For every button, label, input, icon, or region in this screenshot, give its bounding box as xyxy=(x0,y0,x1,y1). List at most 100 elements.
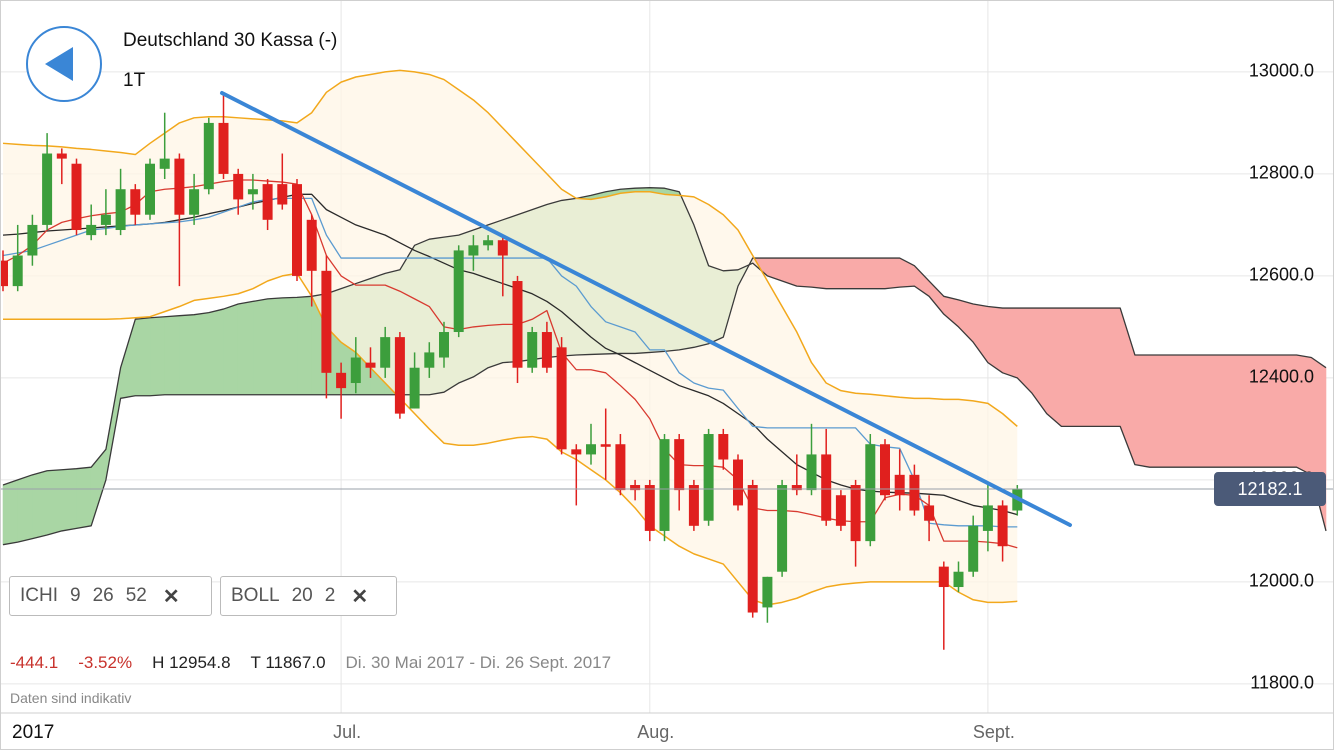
cloud-segment xyxy=(164,315,180,396)
candle-body xyxy=(380,337,391,368)
cloud-segment xyxy=(208,308,224,396)
indicator-param: 20 xyxy=(291,585,313,606)
candle-body xyxy=(350,357,361,384)
cloud-segment xyxy=(1002,307,1018,379)
candle-body xyxy=(439,332,449,358)
candle-body xyxy=(468,245,479,256)
indicator-chip[interactable]: ICHI 9 26 52 ✕ xyxy=(9,576,212,616)
candle-body xyxy=(262,184,273,220)
candle-body xyxy=(600,444,611,447)
cloud-segment xyxy=(1149,354,1165,468)
candle-body xyxy=(56,153,67,159)
candle-body xyxy=(453,250,464,333)
candle-body xyxy=(483,240,494,246)
cloud-segment xyxy=(1105,307,1121,427)
cloud-segment xyxy=(296,295,313,396)
candle-body xyxy=(968,525,979,572)
cloud-segment xyxy=(855,257,871,289)
cloud-segment xyxy=(869,257,886,289)
candle-body xyxy=(424,352,435,368)
candle-body xyxy=(953,571,964,588)
change-percent: -3.52% xyxy=(78,653,133,672)
candle-body xyxy=(659,439,670,531)
candle-body xyxy=(394,337,405,414)
cloud-segment xyxy=(267,297,283,396)
candle-body xyxy=(233,173,244,200)
disclaimer: Daten sind indikativ xyxy=(10,690,132,706)
candle-body xyxy=(42,153,53,225)
cloud-segment xyxy=(1222,354,1239,468)
cloud-segment xyxy=(149,316,165,397)
cloud-segment xyxy=(179,314,195,396)
candle-body xyxy=(777,485,788,572)
candle-body xyxy=(806,454,817,491)
candle-body xyxy=(644,485,655,531)
cloud-segment xyxy=(825,257,842,289)
date-range: Di. 30 Mai 2017 - Di. 26 Sept. 2017 xyxy=(345,653,612,672)
candle-body xyxy=(909,474,920,511)
indicator-param: 2 xyxy=(324,585,336,606)
cloud-segment xyxy=(281,297,298,396)
candle-body xyxy=(159,158,170,169)
cloud-segment xyxy=(252,298,268,396)
timeframe[interactable]: 1T xyxy=(123,70,146,91)
candle-body xyxy=(586,444,596,455)
x-tick-label: Aug. xyxy=(637,722,674,742)
date-axis xyxy=(0,713,1334,750)
cloud-segment xyxy=(1046,307,1062,428)
cloud-segment xyxy=(46,469,63,536)
cloud-segment xyxy=(76,466,92,529)
indicator-param: 26 xyxy=(92,585,114,606)
candle-body xyxy=(747,485,758,613)
cloud-segment xyxy=(135,317,151,397)
candle-body xyxy=(247,189,258,195)
indicator-chip[interactable]: BOLL 20 2 ✕ xyxy=(220,576,397,616)
candle-body xyxy=(541,332,552,368)
candle-body xyxy=(218,122,229,174)
candle-body xyxy=(762,576,773,608)
cloud-segment xyxy=(223,303,239,396)
candle-body xyxy=(12,255,23,287)
indicator-label: ICHI xyxy=(20,585,58,606)
candle-body xyxy=(203,122,214,190)
candle-body xyxy=(703,434,714,521)
candle-body xyxy=(497,240,508,256)
cloud-segment xyxy=(2,479,19,546)
indicator-param: 9 xyxy=(70,585,81,606)
cloud-segment xyxy=(840,257,856,289)
candle-body xyxy=(336,372,347,389)
cloud-segment xyxy=(884,257,901,290)
last-price-badge xyxy=(1214,472,1326,507)
indicator-label: BOLL xyxy=(231,585,280,606)
candle-body xyxy=(894,474,905,496)
candle-body xyxy=(145,163,155,215)
x-tick-label: Sept. xyxy=(973,722,1015,742)
cloud-segment xyxy=(1075,307,1092,427)
cloud-segment xyxy=(987,306,1003,374)
candle-body xyxy=(27,224,38,256)
candle-body xyxy=(615,444,626,491)
candle-body xyxy=(0,260,8,287)
candle-body xyxy=(130,189,141,215)
remove-button[interactable]: ✕ xyxy=(351,585,369,608)
x-tick-label: Jul. xyxy=(333,722,361,742)
candle-body xyxy=(306,219,317,271)
stats-bar: -444.1 -3.52% H 12954.8 T 11867.0 Di. 30… xyxy=(10,653,631,673)
remove-button[interactable]: ✕ xyxy=(162,585,180,608)
candle-body xyxy=(865,444,876,542)
low: T 11867.0 xyxy=(250,653,326,672)
candle-body xyxy=(674,439,685,491)
last-price-label: 12182.1 xyxy=(1237,479,1302,499)
y-tick-label: 12000.0 xyxy=(1249,571,1314,591)
candle-body xyxy=(938,566,949,588)
cloud-segment xyxy=(1178,354,1194,468)
y-tick-label: 13000.0 xyxy=(1249,61,1314,81)
candle-body xyxy=(556,347,567,450)
high: H 12954.8 xyxy=(152,653,231,672)
y-tick-label: 12400.0 xyxy=(1249,367,1314,387)
candle-body xyxy=(71,163,82,231)
candle-body xyxy=(365,362,376,368)
candle-body xyxy=(982,505,993,531)
